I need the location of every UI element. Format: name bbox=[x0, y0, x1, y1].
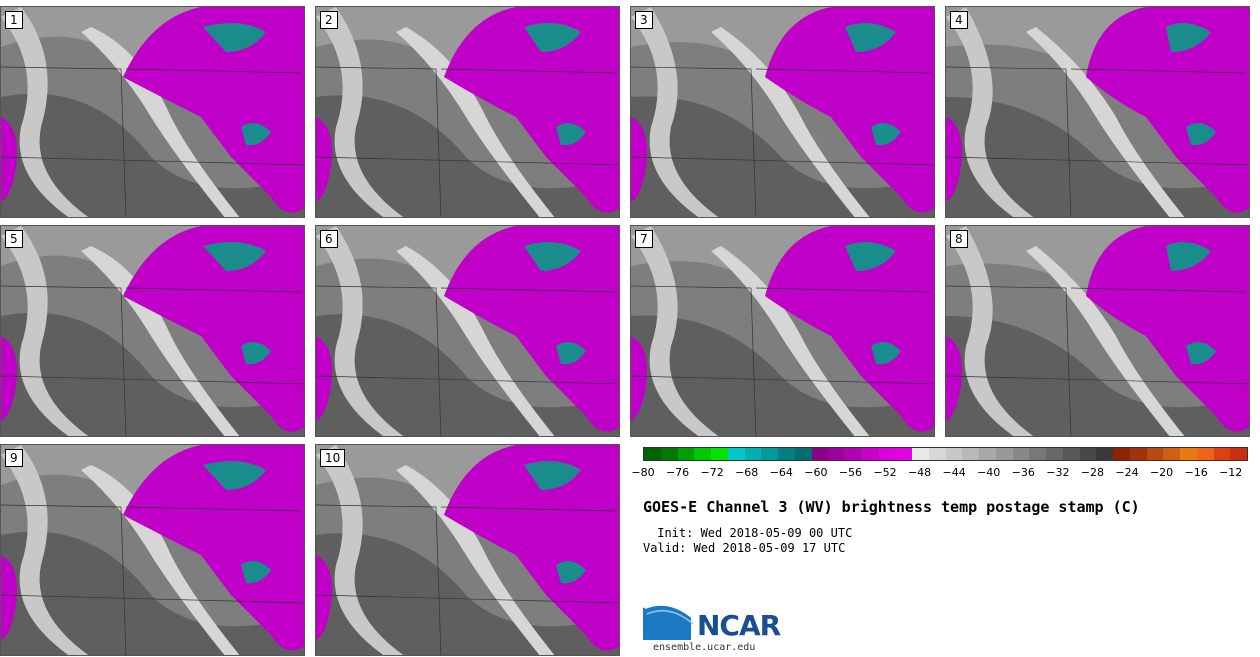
colorbar-segment bbox=[1230, 448, 1247, 460]
ensemble-member-panel-9: 9 bbox=[0, 444, 305, 656]
member-label: 4 bbox=[950, 11, 968, 29]
colorbar-segment bbox=[1180, 448, 1197, 460]
colorbar-tick-labels: −80 −76 −72 −68 −64 −60 −56 −52 −48 −44 −40 −36 −32−… bbox=[631, 466, 1248, 480]
ensemble-member-panel-4: 4 bbox=[945, 6, 1250, 218]
colorbar-segment bbox=[1096, 448, 1113, 460]
colorbar-tick-label: −76 bbox=[665, 466, 690, 479]
colorbar-tick-label: −32 bbox=[1046, 466, 1070, 479]
member-label: 9 bbox=[5, 449, 23, 467]
colorbar-segment bbox=[861, 448, 879, 460]
colorbar-segment bbox=[979, 448, 996, 460]
water-vapor-map bbox=[316, 445, 619, 655]
colorbar-tick-label: −68 bbox=[735, 466, 759, 479]
colorbar-segment bbox=[794, 448, 812, 460]
colorbar-segment bbox=[778, 448, 795, 460]
colorbar-segment bbox=[677, 448, 695, 460]
colorbar-segment bbox=[1012, 448, 1030, 460]
colorbar-segment bbox=[1146, 448, 1164, 460]
colorbar-tick-label: −20 bbox=[1149, 466, 1174, 479]
colorbar bbox=[643, 447, 1248, 461]
colorbar-segment bbox=[1129, 448, 1147, 460]
logo-wordmark: NCAR bbox=[697, 609, 781, 642]
water-vapor-map bbox=[316, 7, 619, 217]
colorbar-segment bbox=[928, 448, 946, 460]
member-label: 10 bbox=[320, 449, 346, 467]
colorbar-segment bbox=[761, 448, 778, 460]
colorbar-segment bbox=[727, 448, 745, 460]
colorbar-tick-label: −48 bbox=[907, 466, 932, 479]
colorbar-segment bbox=[845, 448, 862, 460]
colorbar-segment bbox=[1029, 448, 1046, 460]
colorbar-tick-label: −12 bbox=[1219, 466, 1243, 479]
ncar-logo-icon bbox=[643, 603, 694, 640]
water-vapor-map bbox=[1, 7, 304, 217]
colorbar-segment bbox=[912, 448, 929, 460]
colorbar-segment bbox=[711, 448, 728, 460]
water-vapor-map bbox=[946, 7, 1249, 217]
colorbar-segment bbox=[1163, 448, 1180, 460]
colorbar-tick-label: −36 bbox=[1011, 466, 1035, 479]
colorbar-tick-label: −44 bbox=[942, 466, 966, 479]
colorbar-segment bbox=[1079, 448, 1097, 460]
colorbar-segment bbox=[694, 448, 711, 460]
water-vapor-map bbox=[1, 445, 304, 655]
ensemble-member-panel-5: 5 bbox=[0, 225, 305, 437]
colorbar-tick-label: −24 bbox=[1115, 466, 1139, 479]
colorbar-segment bbox=[1113, 448, 1130, 460]
colorbar-segment bbox=[1213, 448, 1231, 460]
colorbar-tick-label: −72 bbox=[700, 466, 724, 479]
colorbar-tick-label: −64 bbox=[769, 466, 793, 479]
water-vapor-map bbox=[631, 226, 934, 436]
member-label: 8 bbox=[950, 230, 968, 248]
colorbar-tick-label: −40 bbox=[977, 466, 1001, 479]
member-label: 1 bbox=[5, 11, 23, 29]
water-vapor-map bbox=[946, 226, 1249, 436]
member-label: 3 bbox=[635, 11, 653, 29]
water-vapor-map bbox=[1, 226, 304, 436]
colorbar-segment bbox=[1046, 448, 1063, 460]
figure-title: GOES-E Channel 3 (WV) brightness temp po… bbox=[643, 498, 1140, 516]
colorbar-segment bbox=[744, 448, 762, 460]
ensemble-member-panel-6: 6 bbox=[315, 225, 620, 437]
colorbar-segment bbox=[644, 448, 661, 460]
valid-time: Valid: Wed 2018-05-09 17 UTC bbox=[643, 541, 846, 555]
colorbar-tick-label: −16 bbox=[1184, 466, 1208, 479]
colorbar-segment bbox=[945, 448, 963, 460]
member-label: 7 bbox=[635, 230, 653, 248]
ensemble-member-panel-7: 7 bbox=[630, 225, 935, 437]
colorbar-tick-label: −80 bbox=[631, 466, 655, 479]
colorbar-segment bbox=[811, 448, 829, 460]
member-label: 2 bbox=[320, 11, 338, 29]
member-label: 6 bbox=[320, 230, 338, 248]
colorbar-segment bbox=[878, 448, 896, 460]
water-vapor-map bbox=[316, 226, 619, 436]
ensemble-member-panel-10: 10 bbox=[315, 444, 620, 656]
colorbar-segment bbox=[1062, 448, 1080, 460]
water-vapor-map bbox=[631, 7, 934, 217]
ensemble-member-panel-1: 1 bbox=[0, 6, 305, 218]
colorbar-segment bbox=[660, 448, 678, 460]
colorbar-tick-label: −56 bbox=[838, 466, 863, 479]
colorbar-tick-label: −60 bbox=[804, 466, 828, 479]
ensemble-member-panel-3: 3 bbox=[630, 6, 935, 218]
colorbar-segment bbox=[1196, 448, 1214, 460]
colorbar-segment bbox=[895, 448, 912, 460]
ensemble-member-panel-2: 2 bbox=[315, 6, 620, 218]
colorbar-tick-label: −28 bbox=[1080, 466, 1105, 479]
colorbar-segment bbox=[962, 448, 979, 460]
ensemble-member-panel-8: 8 bbox=[945, 225, 1250, 437]
init-time: Init: Wed 2018-05-09 00 UTC bbox=[650, 526, 853, 540]
member-label: 5 bbox=[5, 230, 23, 248]
colorbar-segment bbox=[995, 448, 1013, 460]
colorbar-tick-label: −52 bbox=[873, 466, 897, 479]
logo-url: ensemble.ucar.edu bbox=[653, 642, 756, 653]
colorbar-segment bbox=[828, 448, 845, 460]
